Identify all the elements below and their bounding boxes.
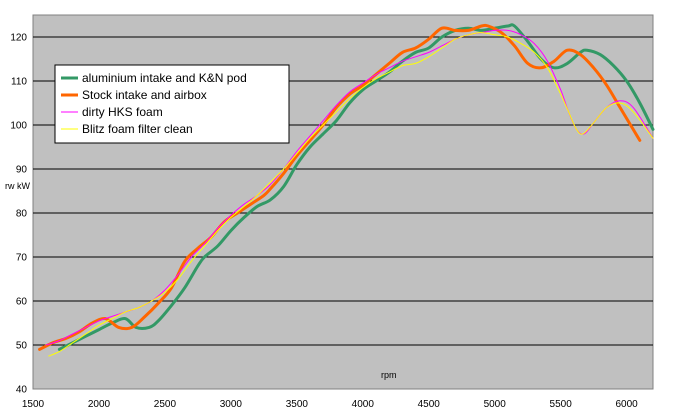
y-axis-ticks: 40 50 60 70 80 90 100 110 120	[10, 33, 27, 396]
y-tick-label: 50	[16, 341, 28, 352]
legend-label-3: dirty HKS foam	[82, 105, 163, 119]
x-tick-label: 3500	[286, 399, 309, 410]
series-lines	[38, 23, 655, 357]
x-tick-label: 6000	[615, 399, 638, 410]
y-tick-label: 110	[11, 77, 27, 88]
y-tick-label: 40	[16, 385, 28, 396]
series-line-4	[48, 32, 654, 357]
x-tick-label: 4000	[352, 399, 375, 410]
legend-label-1: aluminium intake and K&N pod	[82, 71, 247, 85]
x-tick-label: 4500	[418, 399, 441, 410]
series-line-1	[57, 23, 655, 351]
legend: aluminium intake and K&N pod Stock intake…	[54, 64, 290, 144]
legend-box	[54, 64, 290, 144]
y-tick-label: 100	[10, 121, 27, 132]
gridlines	[33, 36, 653, 346]
x-axis-ticks: 1500 2000 2500 3000 3500 4000 4500 5000 5500 6000	[22, 399, 638, 410]
x-tick-label: 1500	[22, 399, 45, 410]
y-axis-label: rw kW	[5, 181, 30, 191]
x-tick-label: 2500	[154, 399, 177, 410]
x-tick-label: 5000	[484, 399, 507, 410]
y-tick-label: 60	[16, 297, 28, 308]
x-tick-label: 3000	[220, 399, 243, 410]
legend-label-2: Stock intake and airbox	[82, 88, 207, 102]
series-line-2	[38, 23, 642, 351]
y-tick-label: 80	[16, 209, 28, 220]
x-axis-label: rpm	[381, 370, 397, 380]
x-tick-label: 5500	[550, 399, 573, 410]
legend-label-4: Blitz foam filter clean	[82, 122, 193, 136]
y-tick-label: 90	[16, 165, 28, 176]
x-tick-label: 2000	[88, 399, 111, 410]
legend-items: aluminium intake and K&N pod Stock intake…	[61, 71, 247, 136]
y-tick-label: 70	[16, 253, 28, 264]
y-tick-label: 120	[10, 33, 27, 44]
